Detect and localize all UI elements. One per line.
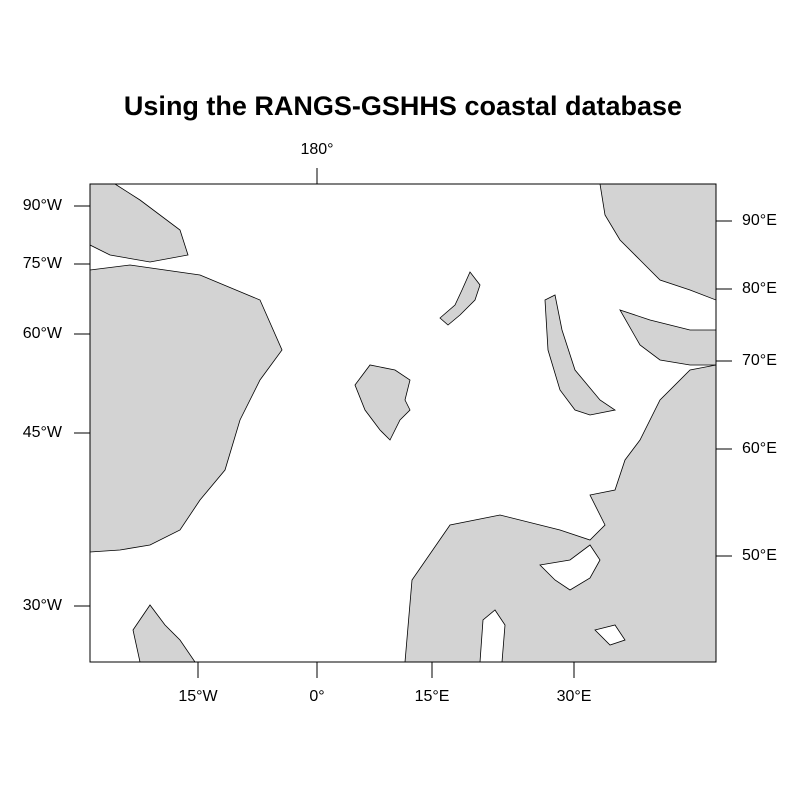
iceland (132, 604, 196, 662)
right-label: 50°E (742, 547, 777, 564)
greenland (90, 264, 283, 553)
top-label: 180° (300, 141, 333, 158)
bottom-label: 0° (309, 688, 324, 705)
right-label: 90°E (742, 212, 777, 229)
russia-north (599, 184, 716, 301)
axes: 180° 15°W 0° 15°E 30°E 90°W 75°W 60°W 45… (23, 141, 777, 705)
novaya-zemlya (544, 294, 617, 416)
bottom-label: 15°E (415, 688, 450, 705)
lake (594, 624, 626, 646)
map-title: Using the RANGS-GSHHS coastal database (124, 91, 682, 121)
left-label: 30°W (23, 597, 63, 614)
left-label: 60°W (23, 325, 63, 342)
bottom-label: 30°E (557, 688, 592, 705)
left-label: 90°W (23, 197, 63, 214)
bottom-label: 15°W (178, 688, 218, 705)
scandinavia-russia (404, 364, 716, 662)
map (89, 183, 717, 663)
yamal (619, 309, 716, 366)
left-label: 75°W (23, 255, 63, 272)
franz-josef-land (439, 271, 481, 326)
white-sea (539, 544, 601, 591)
gulf-of-bothnia (479, 609, 506, 662)
svalbard (354, 364, 411, 441)
right-label: 70°E (742, 352, 777, 369)
left-label: 45°W (23, 424, 63, 441)
right-label: 60°E (742, 440, 777, 457)
canada (90, 184, 189, 263)
right-label: 80°E (742, 280, 777, 297)
